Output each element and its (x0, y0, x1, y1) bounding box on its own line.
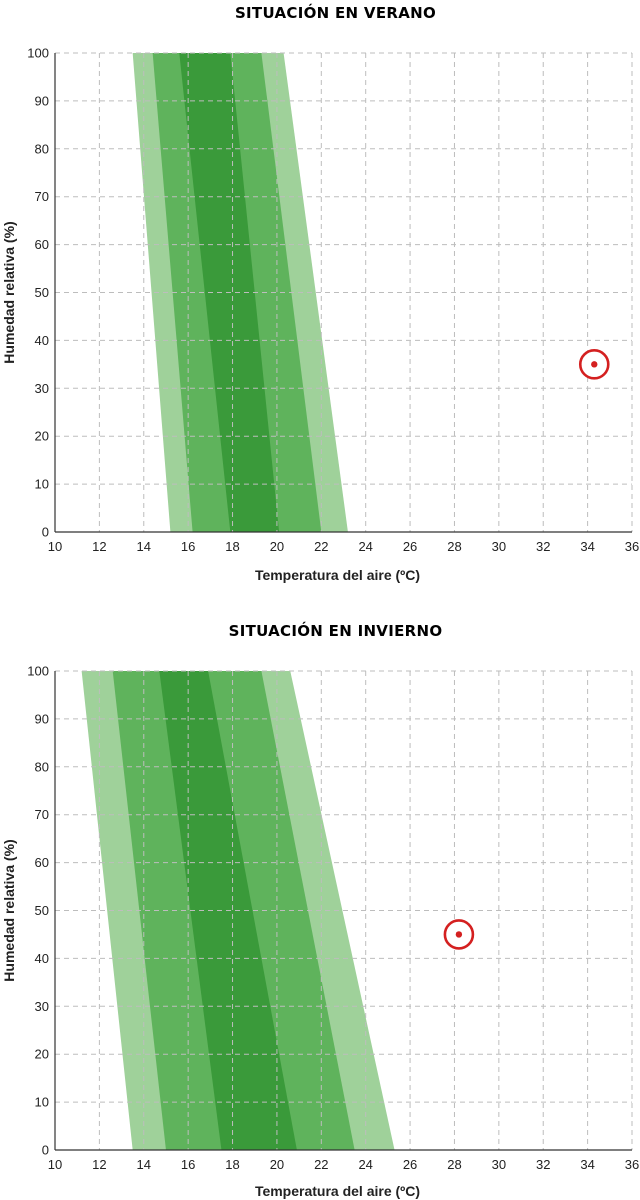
x-tick-label: 28 (447, 539, 461, 554)
x-tick-label: 24 (358, 1157, 372, 1172)
data-point (591, 361, 598, 368)
x-tick-label: 10 (48, 1157, 62, 1172)
y-tick-label: 100 (27, 46, 49, 61)
y-tick-label: 80 (35, 759, 49, 774)
x-tick-label: 12 (92, 539, 106, 554)
y-tick-label: 0 (42, 525, 49, 540)
y-tick-label: 70 (35, 189, 49, 204)
chart-title: SITUACIÓN EN INVIERNO (229, 621, 443, 640)
winter-chart: SITUACIÓN EN INVIERNO 10 12 14 16 18 20 22 24 26 2… (1, 621, 639, 1199)
x-tick-label: 36 (625, 1157, 639, 1172)
x-tick-label: 30 (492, 539, 506, 554)
y-axis-label: Humedad relativa (%) (1, 221, 17, 363)
y-tick-label: 40 (35, 333, 49, 348)
y-tick-label: 30 (35, 381, 49, 396)
y-tick-label: 90 (35, 711, 49, 726)
summer-chart: SITUACIÓN EN VERANO 10 12 14 16 18 20 22 24 26 28 3… (1, 3, 639, 583)
y-tick-label: 10 (35, 477, 49, 492)
y-tick-label: 90 (35, 93, 49, 108)
x-tick-label: 14 (137, 539, 151, 554)
y-tick-label: 60 (35, 237, 49, 252)
x-tick-label: 36 (625, 539, 639, 554)
x-tick-label: 16 (181, 1157, 195, 1172)
x-axis-label: Temperatura del aire (ºC) (255, 1183, 420, 1199)
x-tick-label: 28 (447, 1157, 461, 1172)
chart-title: SITUACIÓN EN VERANO (235, 3, 436, 22)
x-tick-label: 30 (492, 1157, 506, 1172)
x-tick-label: 32 (536, 1157, 550, 1172)
y-tick-label: 20 (35, 429, 49, 444)
y-tick-label: 60 (35, 855, 49, 870)
y-tick-label: 40 (35, 951, 49, 966)
y-tick-label: 80 (35, 141, 49, 156)
y-tick-label: 30 (35, 999, 49, 1014)
x-tick-label: 14 (137, 1157, 151, 1172)
x-tick-label: 20 (270, 539, 284, 554)
x-tick-label: 18 (225, 1157, 239, 1172)
y-tick-label: 50 (35, 903, 49, 918)
x-tick-label: 26 (403, 1157, 417, 1172)
x-tick-label: 22 (314, 1157, 328, 1172)
y-tick-label: 10 (35, 1095, 49, 1110)
x-axis-label: Temperatura del aire (ºC) (255, 567, 420, 583)
x-tick-label: 32 (536, 539, 550, 554)
data-point (455, 931, 463, 938)
y-axis-label: Humedad relativa (%) (1, 839, 17, 981)
y-tick-label: 100 (27, 664, 49, 679)
x-tick-label: 10 (48, 539, 62, 554)
x-tick-label: 18 (225, 539, 239, 554)
y-tick-label: 0 (42, 1143, 49, 1158)
y-tick-label: 70 (35, 807, 49, 822)
x-tick-label: 22 (314, 539, 328, 554)
x-tick-label: 16 (181, 539, 195, 554)
x-tick-label: 34 (580, 1157, 594, 1172)
y-tick-label: 50 (35, 285, 49, 300)
x-tick-label: 34 (580, 539, 594, 554)
y-tick-label: 20 (35, 1047, 49, 1062)
x-tick-label: 20 (270, 1157, 284, 1172)
x-tick-label: 12 (92, 1157, 106, 1172)
x-tick-label: 26 (403, 539, 417, 554)
x-tick-label: 24 (358, 539, 372, 554)
